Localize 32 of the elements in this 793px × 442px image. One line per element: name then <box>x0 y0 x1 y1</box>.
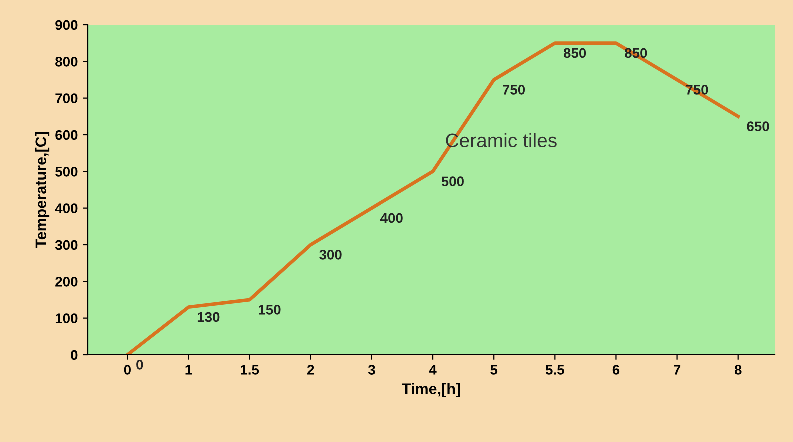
data-label: 750 <box>503 85 526 95</box>
x-tick-label: 5.5 <box>546 365 564 375</box>
data-label: 650 <box>747 122 770 132</box>
data-label: 150 <box>259 305 281 315</box>
y-tick-label: 500 <box>56 167 78 177</box>
data-label: 500 <box>442 176 464 187</box>
x-tick-label: 2 <box>308 365 314 375</box>
x-tick-label: 1 <box>186 365 192 375</box>
x-tick-label: 0 <box>124 365 131 375</box>
x-tick-label: 8 <box>734 365 742 375</box>
y-tick-label: 900 <box>56 20 78 30</box>
x-tick-label: 6 <box>612 365 620 375</box>
data-label: 300 <box>320 250 342 260</box>
data-label: 850 <box>564 48 586 58</box>
data-label: 400 <box>380 213 403 224</box>
x-tick-label: 1.5 <box>241 365 260 375</box>
y-tick-label: 100 <box>56 314 78 324</box>
y-tick-label: 400 <box>55 204 78 214</box>
x-tick-label: 4 <box>429 365 437 375</box>
y-tick-label: 700 <box>56 94 78 104</box>
y-axis-title: Temperature,[C] <box>35 132 50 248</box>
y-tick-label: 600 <box>56 130 78 140</box>
data-label: 130 <box>198 312 220 322</box>
y-tick-label: 0 <box>71 350 78 360</box>
y-tick-label: 200 <box>56 277 78 287</box>
x-tick-label: 7 <box>674 365 681 375</box>
x-tick-label: 3 <box>368 365 376 375</box>
y-tick-label: 300 <box>55 240 78 250</box>
x-axis-title: Time,[h] <box>402 383 460 398</box>
line-series <box>126 42 740 355</box>
x-tick-label: 5 <box>490 365 498 375</box>
y-tick-label: 800 <box>56 57 78 67</box>
